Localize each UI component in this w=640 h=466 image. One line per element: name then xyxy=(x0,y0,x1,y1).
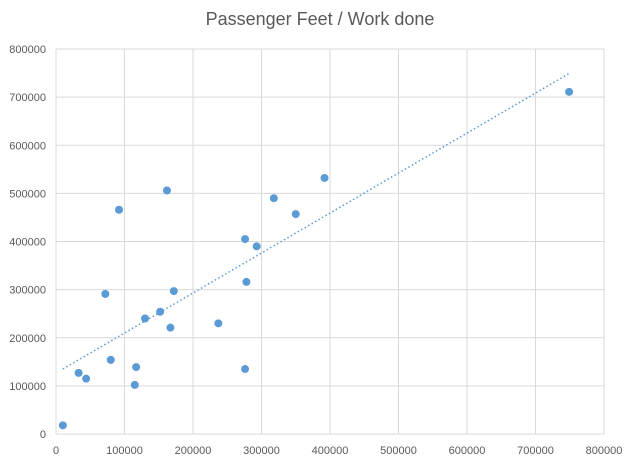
data-point xyxy=(291,210,300,219)
data-point xyxy=(162,186,171,195)
data-point xyxy=(242,277,251,286)
data-point xyxy=(269,194,278,203)
data-point xyxy=(82,374,91,383)
data-point xyxy=(130,380,139,389)
gridlines xyxy=(55,48,605,435)
x-tick-label: 0 xyxy=(53,445,59,457)
y-tick-label: 400000 xyxy=(9,237,46,249)
x-tick-label: 800000 xyxy=(586,445,623,457)
x-tick-label: 300000 xyxy=(243,445,280,457)
data-point xyxy=(320,173,329,182)
data-point xyxy=(115,205,124,214)
data-point xyxy=(169,287,178,296)
y-tick-label: 100000 xyxy=(9,381,46,393)
data-point xyxy=(141,314,150,323)
data-point xyxy=(252,242,261,251)
data-point xyxy=(214,319,223,328)
data-point xyxy=(166,323,175,332)
chart-title: Passenger Feet / Work done xyxy=(205,9,435,29)
y-tick-label: 300000 xyxy=(9,285,46,297)
trendline-line xyxy=(62,72,571,370)
data-points xyxy=(58,87,574,430)
data-point xyxy=(132,363,141,372)
y-tick-label: 0 xyxy=(40,429,46,441)
y-axis-ticks: 0 100000 200000 300000 400000 500000 600000 700… xyxy=(9,44,46,441)
data-point xyxy=(58,421,67,430)
x-tick-label: 500000 xyxy=(380,445,417,457)
data-point xyxy=(565,87,574,96)
data-point xyxy=(106,355,115,364)
y-tick-label: 800000 xyxy=(9,44,46,56)
x-tick-label: 100000 xyxy=(106,445,143,457)
data-point xyxy=(156,307,165,316)
x-tick-label: 600000 xyxy=(449,445,486,457)
data-point xyxy=(74,368,83,377)
data-point xyxy=(241,365,250,374)
x-axis-ticks: 0 100000 200000 300000 400000 500000 600000 700… xyxy=(53,445,622,457)
x-tick-label: 400000 xyxy=(312,445,349,457)
data-point xyxy=(101,289,110,298)
x-tick-label: 200000 xyxy=(175,445,212,457)
trendline xyxy=(62,72,571,370)
y-tick-label: 600000 xyxy=(9,140,46,152)
data-point xyxy=(241,235,250,244)
y-tick-label: 200000 xyxy=(9,333,46,345)
y-tick-label: 700000 xyxy=(9,92,46,104)
y-tick-label: 500000 xyxy=(9,188,46,200)
x-tick-label: 700000 xyxy=(517,445,554,457)
